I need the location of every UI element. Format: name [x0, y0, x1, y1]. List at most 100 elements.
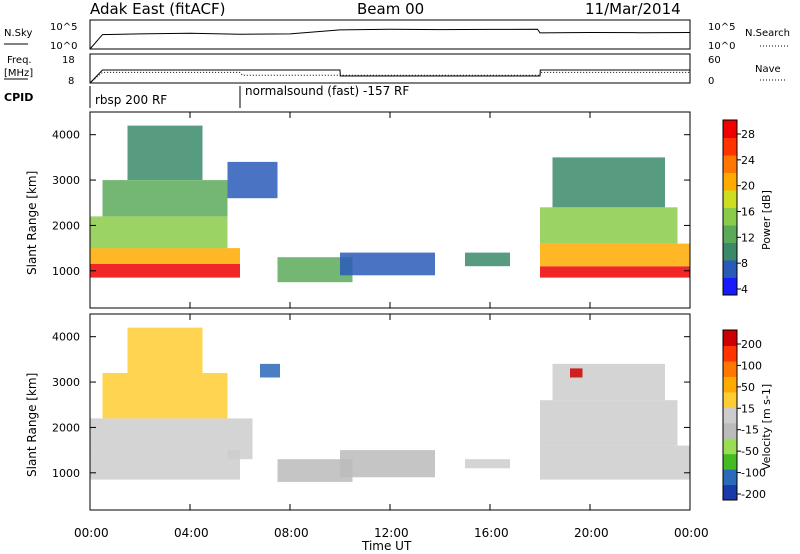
- power-ytick-label: 4000: [52, 129, 80, 142]
- velocity-region-11: [552, 363, 665, 401]
- nsky-tick-lo: 10^0: [50, 41, 77, 52]
- velocity-panel: 1000 2000 3000 4000 Slant Range [km]: [25, 313, 691, 511]
- time-tick-label: 00:00: [674, 526, 709, 540]
- velocity-colorbar-swatch: [723, 422, 737, 439]
- velocity-colorbar-tick: 100: [741, 359, 762, 372]
- velocity-ylabel: Slant Range [km]: [25, 373, 39, 477]
- power-region-5: [227, 161, 278, 199]
- velocity-region-9: [540, 445, 690, 480]
- velocity-colorbar-tick: -100: [741, 467, 766, 480]
- power-colorbar-tick: 20: [741, 180, 755, 193]
- power-region-10: [540, 243, 690, 267]
- power-region-7: [340, 252, 435, 276]
- power-colorbar-swatch: [723, 155, 737, 173]
- power-colorbar-swatch: [723, 242, 737, 261]
- velocity-colorbar: 200 100 50 15 -15 -50 -100 -200 Velocity [m s-1…: [722, 329, 773, 501]
- cpid-row: CPID rbsp 200 RF normalsound (fast) -157…: [4, 84, 409, 108]
- velocity-region-2: [102, 373, 228, 419]
- power-ytick-label: 1000: [52, 265, 80, 278]
- power-colorbar: 28 24 20 16 12 8 4 Power [dB]: [722, 119, 773, 296]
- nsearch-tick-lo: 10^0: [708, 41, 735, 52]
- velocity-ytick-label: 1000: [52, 467, 80, 480]
- power-region-3: [102, 180, 228, 217]
- power-colorbar-tick: 12: [741, 231, 755, 244]
- nave-label: Nave: [755, 64, 781, 75]
- power-colorbar-swatch: [723, 190, 737, 208]
- velocity-region-8: [465, 459, 510, 469]
- radar-title: Adak East (fitACF): [90, 0, 225, 18]
- power-heatmap: [90, 125, 690, 283]
- velocity-region-10: [540, 400, 678, 446]
- power-colorbar-swatch: [723, 172, 737, 191]
- nsky-line: [89, 28, 691, 50]
- power-colorbar-swatch: [723, 207, 737, 226]
- time-tick-label: 08:00: [274, 526, 309, 540]
- freq-line: [89, 69, 690, 84]
- freq-label-1: Freq.: [7, 55, 32, 66]
- velocity-colorbar-label: Velocity [m s-1]: [760, 384, 773, 470]
- velocity-colorbar-swatch: [723, 453, 737, 470]
- nave-tick-hi: 60: [708, 55, 721, 66]
- power-ylabel: Slant Range [km]: [25, 171, 39, 275]
- power-colorbar-tick: 16: [741, 206, 755, 219]
- nsearch-label: N.Search: [745, 28, 790, 39]
- time-tick-label: 12:00: [374, 526, 409, 540]
- velocity-region-5: [260, 363, 280, 378]
- power-colorbar-label: Power [dB]: [760, 190, 773, 250]
- freq-panel: Freq. [MHz] 18 8 Nave 60 0: [4, 53, 785, 87]
- freq-label-2: [MHz]: [4, 68, 33, 79]
- velocity-region-0: [90, 450, 240, 480]
- velocity-heatmap: [90, 327, 690, 482]
- power-colorbar-swatch: [723, 137, 737, 156]
- power-region-9: [540, 266, 690, 278]
- velocity-colorbar-swatch: [723, 391, 737, 408]
- power-region-12: [552, 157, 665, 208]
- velocity-colorbar-swatch: [723, 360, 737, 377]
- velocity-colorbar-swatch: [723, 407, 737, 424]
- freq-tick-lo: 8: [68, 76, 74, 87]
- nave-line: [89, 71, 690, 84]
- velocity-ytick-label: 4000: [52, 331, 80, 344]
- power-region-11: [540, 207, 678, 244]
- freq-tick-hi: 18: [62, 55, 75, 66]
- velocity-colorbar-tick: 15: [741, 402, 755, 415]
- nsky-tick-hi: 10^5: [50, 22, 77, 33]
- power-ytick-label: 2000: [52, 219, 80, 232]
- velocity-ytick-label: 3000: [52, 376, 80, 389]
- power-colorbar-tick: 24: [741, 154, 755, 167]
- power-region-1: [90, 248, 240, 264]
- power-colorbar-swatch: [723, 225, 737, 243]
- power-colorbar-tick: 28: [741, 128, 755, 141]
- date-title: 11/Mar/2014: [585, 0, 681, 18]
- cpid-segment-1: rbsp 200 RF: [95, 93, 167, 107]
- cpid-label: CPID: [4, 91, 33, 104]
- beam-title: Beam 00: [357, 0, 424, 18]
- power-colorbar-swatch: [723, 260, 737, 278]
- velocity-colorbar-tick: 200: [741, 338, 762, 351]
- power-colorbar-swatch: [723, 277, 737, 296]
- time-axis: 00:00 04:00 08:00 12:00 16:00 20:00 00:00: [74, 112, 709, 540]
- time-tick-label: 00:00: [74, 526, 109, 540]
- time-axis-label: Time UT: [361, 539, 412, 553]
- power-colorbar-tick: 8: [741, 257, 748, 270]
- velocity-region-4: [227, 418, 253, 460]
- power-ytick-label: 3000: [52, 174, 80, 187]
- cpid-segment-2: normalsound (fast) -157 RF: [245, 84, 409, 98]
- power-panel: 1000 2000 3000 4000 Slant Range [km]: [25, 111, 691, 309]
- power-region-4: [127, 125, 203, 180]
- power-colorbar-tick: 4: [741, 283, 748, 296]
- velocity-region-3: [127, 327, 203, 373]
- velocity-colorbar-tick: -50: [741, 445, 759, 458]
- nsearch-tick-hi: 10^5: [708, 22, 735, 33]
- power-colorbar-swatch: [723, 120, 737, 138]
- velocity-colorbar-tick: 50: [741, 381, 755, 394]
- nsky-label: N.Sky: [4, 28, 32, 39]
- velocity-colorbar-swatch: [723, 469, 737, 486]
- velocity-colorbar-swatch: [723, 484, 737, 501]
- velocity-region-7: [340, 450, 435, 478]
- velocity-colorbar-tick: -15: [741, 424, 759, 437]
- power-region-0: [90, 264, 240, 278]
- nave-tick-lo: 0: [708, 76, 714, 87]
- velocity-region-12: [570, 368, 583, 378]
